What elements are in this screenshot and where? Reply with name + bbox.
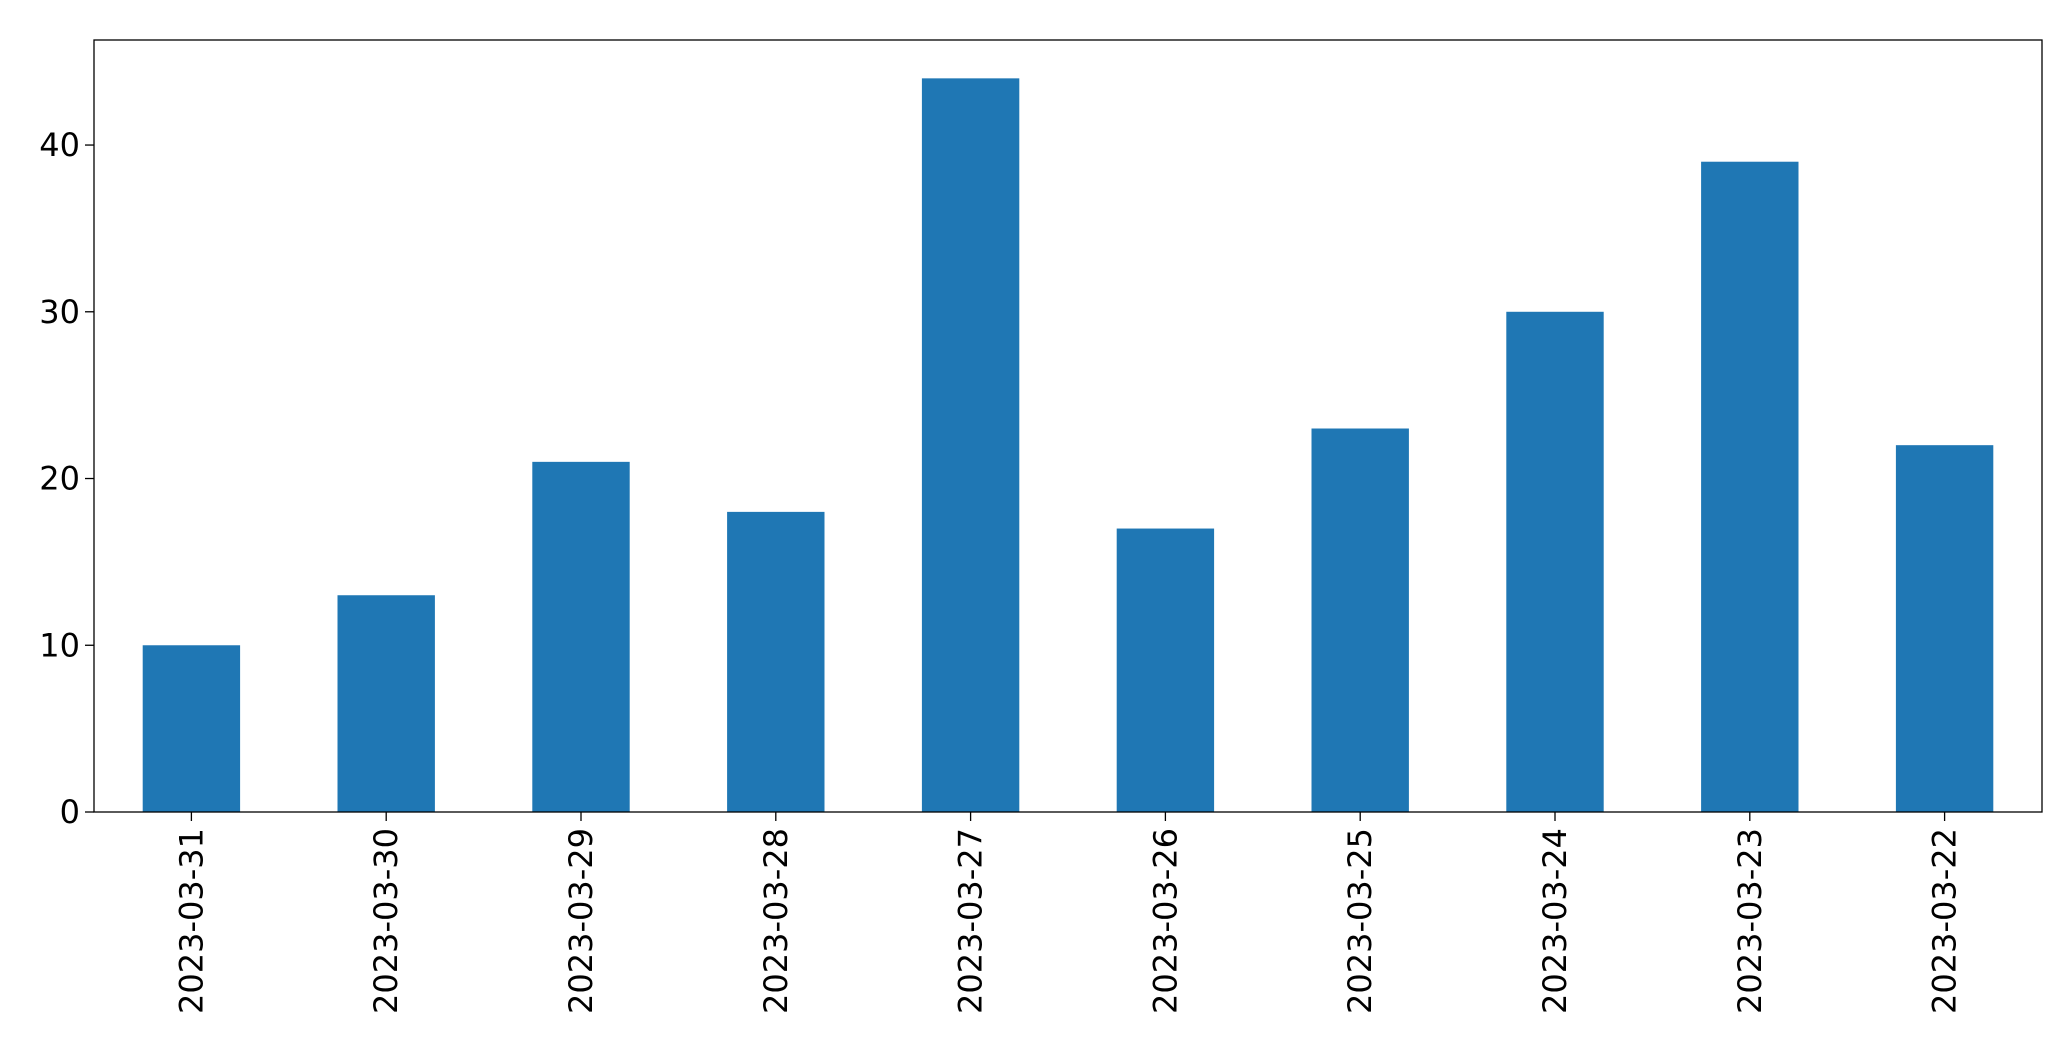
x-tick-label: 2023-03-31 <box>172 828 210 1014</box>
bar <box>337 595 435 812</box>
bar <box>1701 161 1799 812</box>
plot-frame <box>93 39 2043 813</box>
x-tick-label: 2023-03-25 <box>1341 828 1379 1014</box>
y-tick-label: 40 <box>39 126 80 164</box>
y-tick-label: 30 <box>39 293 80 331</box>
x-tick-label: 2023-03-28 <box>757 828 795 1014</box>
x-tick-label: 2023-03-23 <box>1731 828 1769 1014</box>
y-tick-label: 0 <box>60 793 80 831</box>
x-tick-label: 2023-03-26 <box>1146 828 1184 1014</box>
bar <box>1311 428 1409 812</box>
y-tick-label: 10 <box>39 626 80 664</box>
y-tick-label: 20 <box>39 460 80 498</box>
bar <box>921 78 1020 812</box>
bar <box>1895 445 1994 812</box>
bar <box>1116 528 1215 812</box>
bar <box>1506 311 1604 812</box>
bar <box>532 461 630 812</box>
bar <box>727 511 825 812</box>
x-tick-label: 2023-03-22 <box>1926 828 1964 1014</box>
x-tick-label: 2023-03-30 <box>367 828 405 1014</box>
x-tick-label: 2023-03-24 <box>1536 828 1574 1014</box>
x-tick-label: 2023-03-27 <box>952 828 990 1014</box>
bar <box>142 645 241 812</box>
x-tick-label: 2023-03-29 <box>562 828 600 1014</box>
